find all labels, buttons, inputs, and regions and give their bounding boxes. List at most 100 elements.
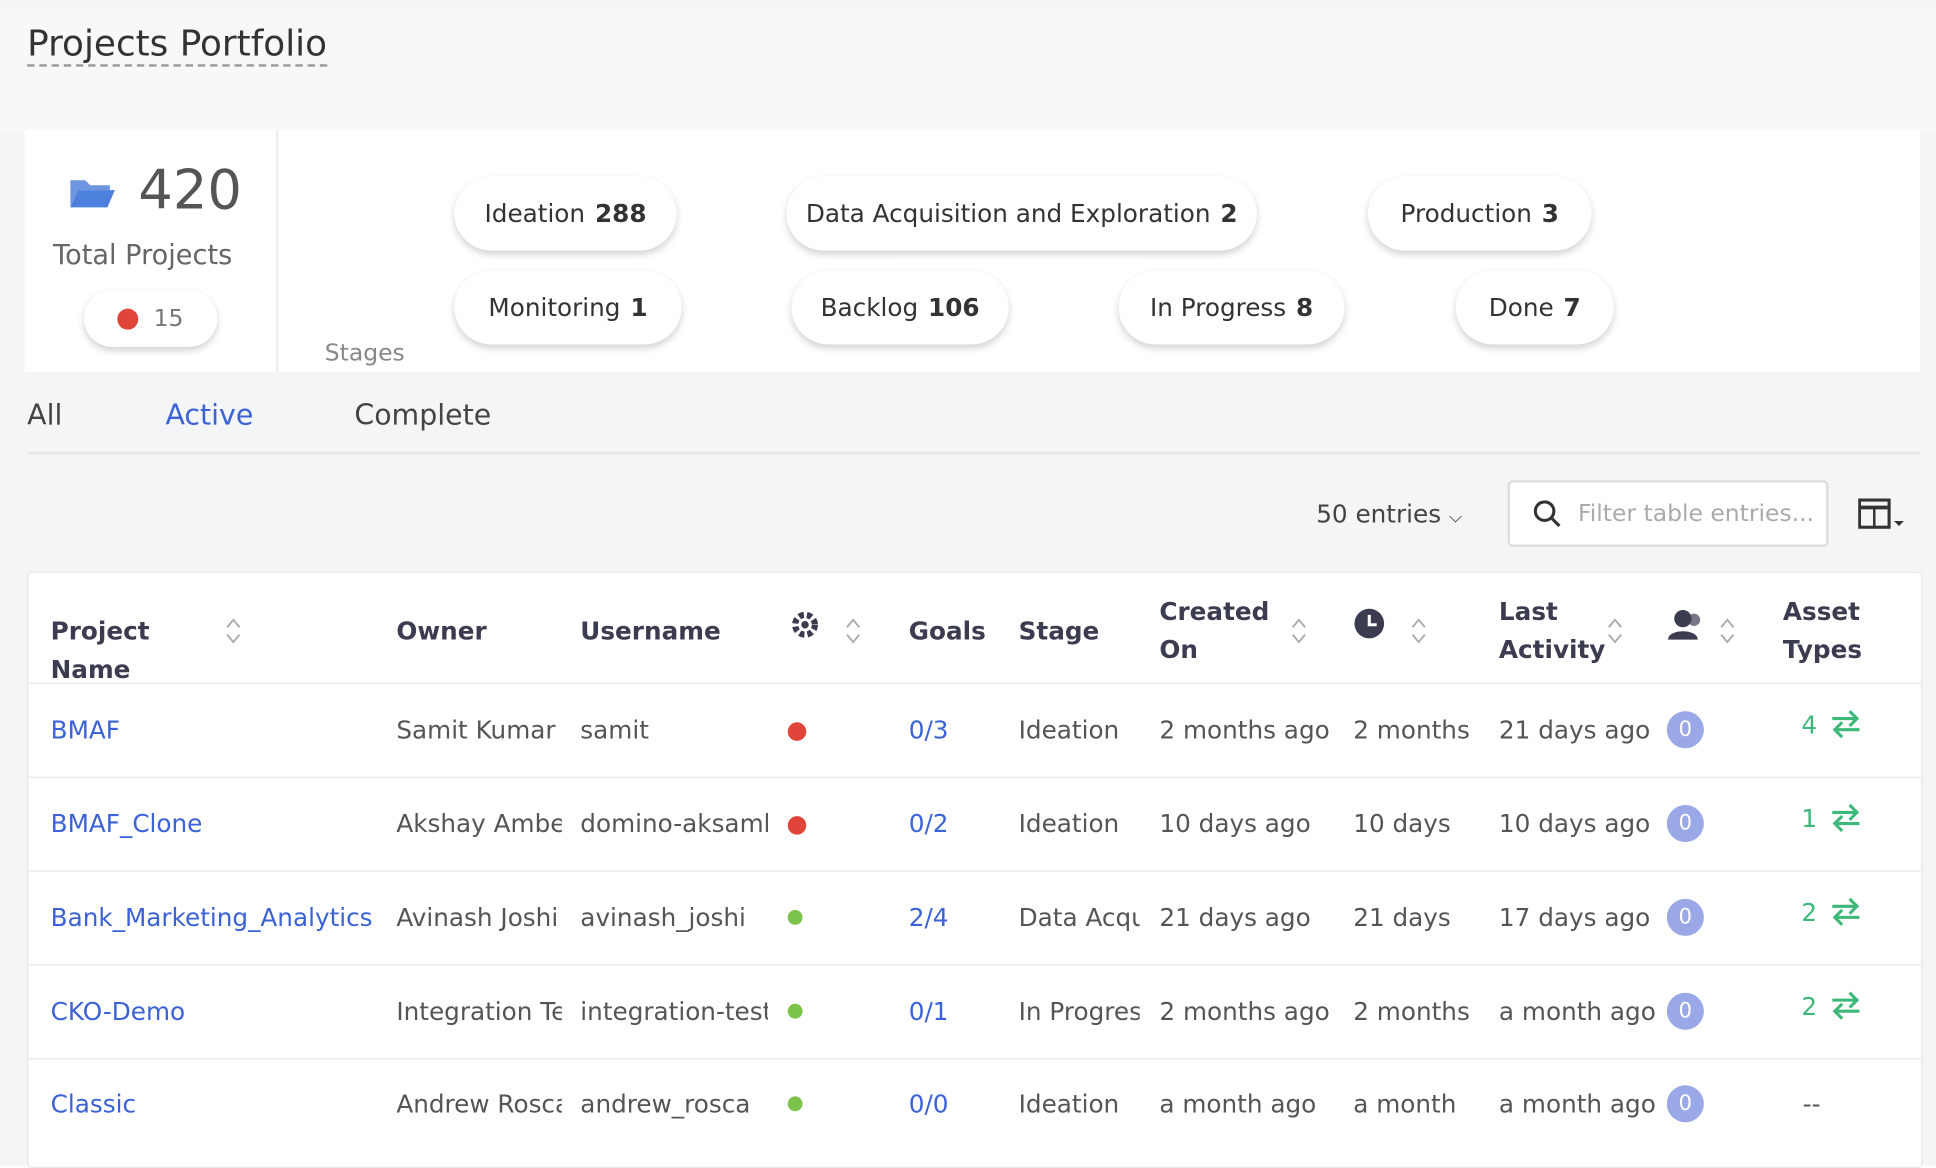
stage: Ideation bbox=[1018, 808, 1120, 839]
username: andrew_rosca bbox=[580, 1088, 751, 1119]
column-header: Stage bbox=[1018, 616, 1100, 646]
last-activity: 17 days ago bbox=[1498, 902, 1651, 933]
goals[interactable]: 0/1 bbox=[908, 996, 949, 1027]
stage: Data Acqu bbox=[1018, 902, 1140, 933]
duration: 2 months bbox=[1353, 714, 1470, 745]
asset-count: 2 bbox=[1801, 991, 1818, 1022]
collaborators: 0 bbox=[1666, 898, 1704, 936]
stage-count: 8 bbox=[1296, 292, 1314, 323]
owner: Avinash Joshi bbox=[396, 902, 559, 933]
goals[interactable]: 0/2 bbox=[908, 808, 949, 839]
page-title: Projects Portfolio bbox=[27, 22, 328, 67]
last-activity: 21 days ago bbox=[1498, 714, 1651, 745]
sort-icon[interactable] bbox=[226, 616, 241, 651]
icon bbox=[1668, 609, 1701, 640]
status-dot bbox=[787, 816, 807, 835]
created-on: 21 days ago bbox=[1159, 902, 1311, 933]
swap-icon bbox=[1832, 897, 1860, 926]
swap-icon bbox=[1832, 710, 1860, 739]
owner: Integration Tes bbox=[396, 996, 562, 1027]
stage-count: 7 bbox=[1563, 292, 1581, 323]
stage-name: Data Acquisition and Exploration bbox=[805, 198, 1211, 229]
sort-icon[interactable] bbox=[1720, 616, 1735, 651]
stage-pill[interactable]: Data Acquisition and Exploration 2 bbox=[786, 176, 1257, 251]
stage: In Progres bbox=[1018, 996, 1140, 1027]
entries-select[interactable]: 50 entries ⌵ bbox=[1316, 498, 1463, 529]
sort-icon[interactable] bbox=[1411, 616, 1426, 651]
duration: 2 months bbox=[1353, 996, 1470, 1027]
status-dot bbox=[787, 1095, 803, 1111]
search-icon bbox=[1533, 500, 1561, 528]
stage-pill[interactable]: Monitoring 1 bbox=[454, 270, 682, 345]
tab-divider bbox=[27, 451, 1920, 455]
duration: 10 days bbox=[1353, 808, 1451, 839]
icon bbox=[1354, 608, 1385, 639]
stage-name: Production bbox=[1400, 198, 1532, 229]
stage-count: 288 bbox=[594, 198, 647, 229]
columns-toggle[interactable] bbox=[1858, 498, 1907, 533]
stage-pill[interactable]: Ideation 288 bbox=[454, 176, 677, 251]
status-dot bbox=[787, 1003, 803, 1019]
row-divider bbox=[28, 870, 1922, 872]
project-name[interactable]: BMAF bbox=[50, 714, 120, 745]
sort-icon[interactable] bbox=[1291, 616, 1306, 651]
stage-pill[interactable]: Production 3 bbox=[1368, 176, 1592, 251]
asset-icon bbox=[1830, 989, 1862, 1026]
stage-count: 2 bbox=[1220, 198, 1238, 229]
row-divider bbox=[28, 1058, 1922, 1060]
stage-pill[interactable]: In Progress 8 bbox=[1118, 270, 1345, 345]
project-name[interactable]: CKO-Demo bbox=[50, 996, 186, 1027]
stages-label: Stages bbox=[324, 339, 405, 367]
flagged-pill[interactable]: 15 bbox=[84, 290, 217, 347]
sort-icon[interactable] bbox=[1608, 616, 1623, 651]
created-on: a month ago bbox=[1159, 1088, 1317, 1119]
stage-pill[interactable]: Done 7 bbox=[1455, 270, 1614, 345]
project-name[interactable]: Bank_Marketing_Analytics bbox=[50, 902, 373, 933]
stage-count: 106 bbox=[928, 292, 980, 323]
row-divider bbox=[28, 964, 1922, 966]
asset-count: 2 bbox=[1801, 897, 1818, 928]
username: avinash_joshi bbox=[580, 902, 746, 933]
collaborators: 0 bbox=[1666, 1084, 1704, 1122]
asset-icon bbox=[1830, 707, 1862, 744]
asset-count: -- bbox=[1802, 1088, 1821, 1119]
created-on: 2 months ago bbox=[1159, 996, 1330, 1027]
tab[interactable]: Complete bbox=[354, 400, 492, 433]
project-name[interactable]: Classic bbox=[50, 1088, 137, 1119]
status-dot bbox=[787, 722, 807, 741]
tab[interactable]: All bbox=[27, 400, 63, 433]
project-name[interactable]: BMAF_Clone bbox=[50, 808, 203, 839]
collaborators: 0 bbox=[1666, 711, 1704, 749]
sort-icon[interactable] bbox=[846, 616, 861, 651]
swap-icon bbox=[1832, 991, 1860, 1020]
total-count: 420 bbox=[138, 159, 242, 223]
goals[interactable]: 0/0 bbox=[908, 1088, 949, 1119]
owner: Akshay Ambek bbox=[396, 808, 562, 839]
column-header: Last Activity bbox=[1498, 596, 1606, 665]
owner: Andrew Rosca bbox=[396, 1088, 562, 1119]
username: samit bbox=[580, 714, 649, 745]
asset-icon bbox=[1830, 801, 1862, 838]
goals[interactable]: 2/4 bbox=[908, 902, 949, 933]
filter-input[interactable]: Filter table entries... bbox=[1507, 480, 1829, 547]
stage-name: Ideation bbox=[484, 198, 586, 229]
summary-card: 420 Total Projects 15 Stages Ideation 288… bbox=[24, 129, 1920, 372]
last-activity: a month ago bbox=[1498, 996, 1656, 1027]
total-panel: 420 Total Projects 15 bbox=[25, 129, 278, 372]
column-header: Username bbox=[580, 616, 721, 646]
total-label: Total Projects bbox=[53, 240, 233, 272]
duration: a month bbox=[1353, 1088, 1457, 1119]
column-header: Created On bbox=[1159, 596, 1270, 665]
owner: Samit Kumar T bbox=[396, 714, 562, 745]
stage-count: 3 bbox=[1541, 198, 1560, 229]
stage-name: In Progress bbox=[1149, 292, 1287, 323]
icon bbox=[792, 611, 818, 638]
goals[interactable]: 0/3 bbox=[908, 714, 949, 745]
row-divider bbox=[28, 682, 1922, 685]
filter-placeholder: Filter table entries... bbox=[1577, 500, 1815, 528]
stage-pill[interactable]: Backlog 106 bbox=[791, 270, 1009, 345]
header-icon bbox=[1667, 607, 1709, 649]
tab[interactable]: Active bbox=[165, 400, 254, 433]
